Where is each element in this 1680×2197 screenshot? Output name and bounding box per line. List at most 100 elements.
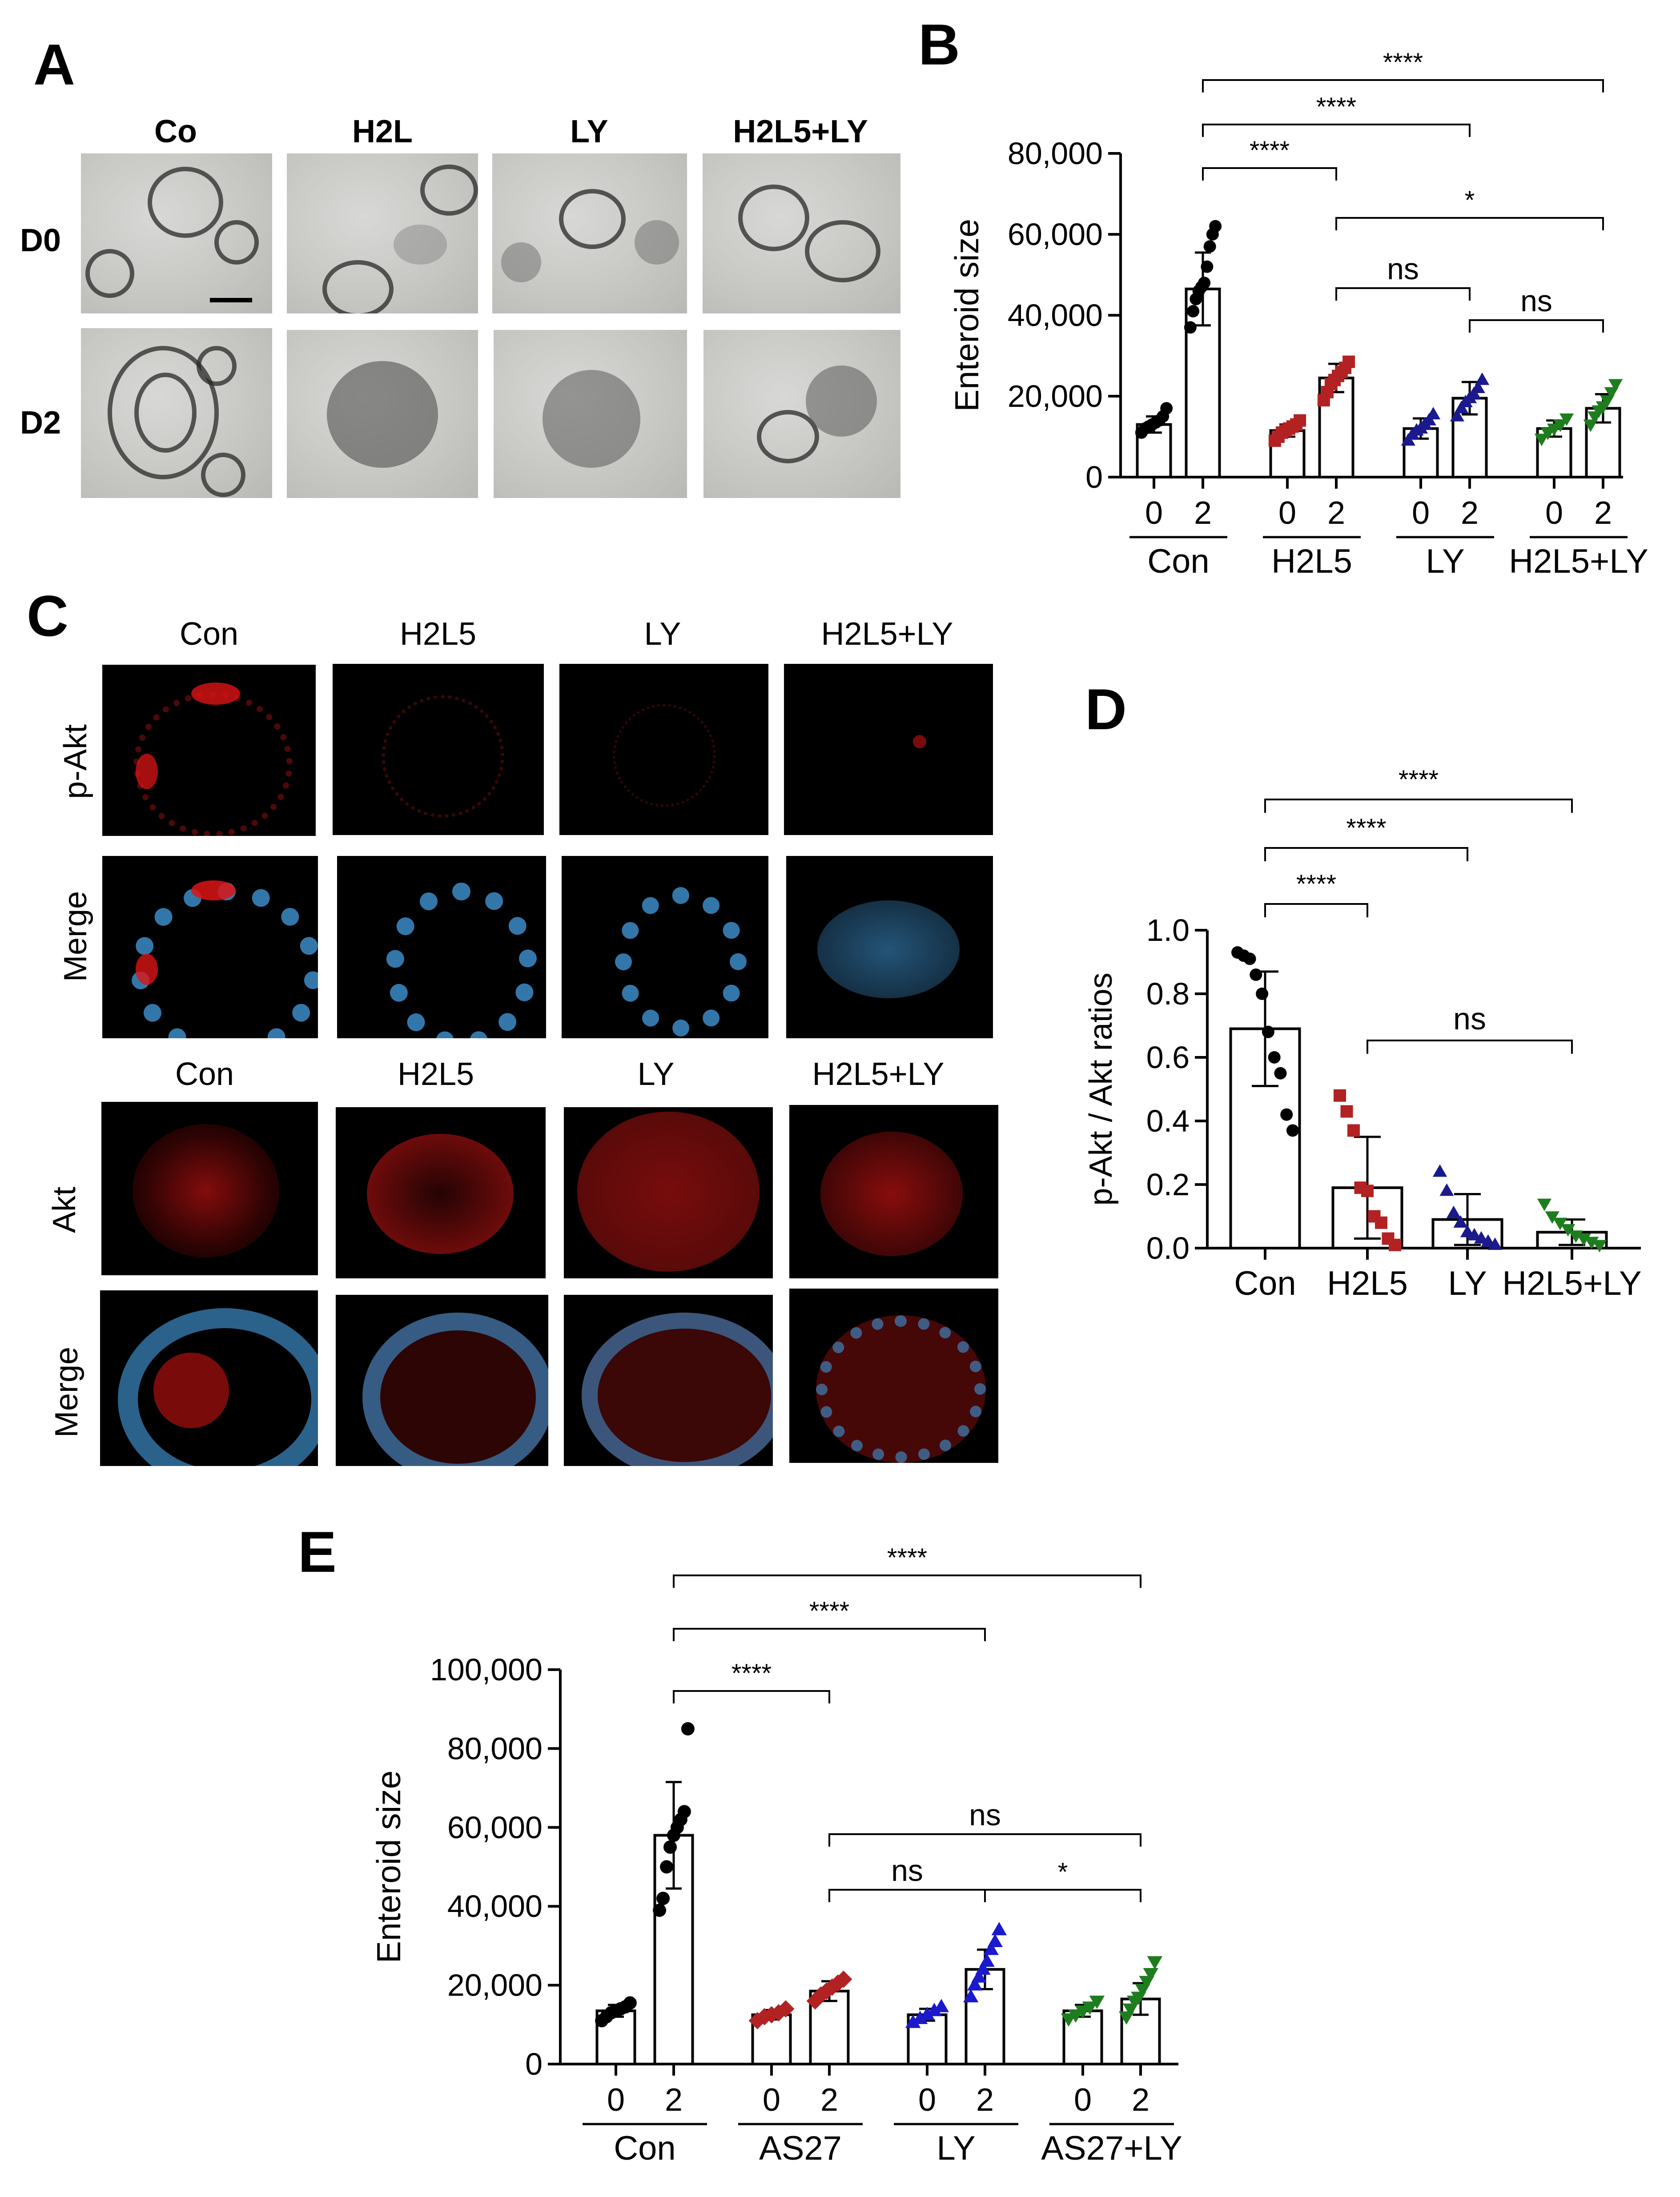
- data-point: [983, 1941, 999, 1955]
- data-point: [1286, 1124, 1299, 1137]
- panel-c-label: C: [27, 583, 68, 648]
- data-point: [1361, 1185, 1374, 1197]
- data-point: [1342, 355, 1355, 368]
- data-point: [1243, 952, 1256, 965]
- micrograph: [703, 330, 900, 498]
- micrograph: [100, 1290, 318, 1466]
- significance-label: ****: [1346, 814, 1386, 843]
- y-tick-label: 0.2: [1146, 1167, 1190, 1202]
- data-point: [1294, 414, 1306, 427]
- significance-bracket: [984, 1889, 1141, 1902]
- data-point: [926, 2003, 942, 2016]
- y-tick-label: 1.0: [1146, 913, 1190, 948]
- x-tick-label: 0: [607, 2082, 625, 2118]
- data-point: [1209, 220, 1222, 233]
- x-tick-label: 2: [1194, 495, 1212, 531]
- data-point: [1475, 372, 1490, 385]
- data-point: [660, 1860, 674, 1874]
- micrograph: [492, 153, 687, 313]
- micrograph: [564, 1107, 773, 1278]
- data-point: [1375, 1216, 1387, 1229]
- panel-c-col-header: LY: [637, 1056, 675, 1092]
- significance-label: ****: [1296, 870, 1336, 899]
- chart-e: E 0 20,000 40,000 60,000 80,000 100,000 Entero…: [298, 1519, 1182, 2167]
- data-point: [1389, 1238, 1401, 1251]
- panel-c-col-header: LY: [644, 616, 681, 652]
- y-tick-label: 0.8: [1146, 976, 1190, 1011]
- group-label: H2L5+LY: [1509, 542, 1648, 580]
- micrograph: [784, 664, 993, 835]
- data-point: [656, 1892, 670, 1905]
- data-point: [663, 1840, 677, 1854]
- data-point: [1089, 1996, 1105, 2009]
- data-point: [1432, 1164, 1447, 1177]
- significance-bracket: [1202, 79, 1604, 92]
- data-point: [1426, 407, 1441, 420]
- x-tick-label: H2L5+LY: [1502, 1265, 1641, 1302]
- group-label: AS27: [759, 2129, 842, 2167]
- significance-bracket: [1469, 319, 1604, 333]
- x-tick-label: 0: [1074, 2082, 1092, 2118]
- x-tick-label: 2: [665, 2082, 683, 2118]
- y-tick-label: 80,000: [447, 1731, 543, 1766]
- data-point: [1268, 1051, 1281, 1064]
- data-point: [677, 1805, 691, 1819]
- data-point: [987, 1934, 1003, 1948]
- x-tick-label: Con: [1234, 1265, 1296, 1302]
- x-tick-label: 2: [976, 2082, 994, 2118]
- significance-label: ns: [1520, 284, 1552, 318]
- significance-bracket: [1264, 847, 1468, 861]
- y-tick-label: 80,000: [1008, 136, 1103, 171]
- x-tick-label: 0: [1545, 495, 1563, 531]
- x-tick-label: 0: [1278, 495, 1296, 531]
- scale-bar: [210, 298, 252, 302]
- significance-bracket: [1202, 167, 1337, 181]
- panel-b-label: B: [918, 12, 960, 77]
- significance-label: ****: [887, 1543, 927, 1572]
- group-label: Con: [1147, 542, 1209, 580]
- data-point: [1453, 1215, 1468, 1228]
- x-tick-label: 2: [820, 2082, 838, 2118]
- y-tick-label: 40,000: [447, 1889, 543, 1924]
- data-point: [1559, 413, 1574, 426]
- chart-b: B 0 20,000 40,000 60,000 80,000 Enteroid size…: [918, 12, 1648, 580]
- significance-bracket: [673, 1574, 1141, 1588]
- significance-label: ns: [969, 1798, 1001, 1832]
- y-tick-label: 0: [525, 2047, 543, 2081]
- micrograph: [337, 856, 546, 1038]
- data-point: [1471, 381, 1485, 393]
- y-tick-label: 100,000: [430, 1652, 543, 1687]
- micrograph: [81, 153, 272, 313]
- data-point: [1203, 240, 1216, 253]
- panel-c-col-header: Con: [179, 616, 239, 652]
- data-point: [1553, 1217, 1567, 1230]
- chart-d: D 0.0 0.2 0.4 0.6 0.8 1.0 p-Akt / Akt ratios Co…: [1083, 677, 1642, 1302]
- micrograph: [562, 856, 768, 1038]
- significance-label: ****: [1250, 136, 1290, 165]
- micrograph: [786, 856, 993, 1038]
- micrograph: [336, 1295, 548, 1466]
- data-point: [967, 1977, 983, 1991]
- data-point: [1446, 1205, 1461, 1218]
- micrograph: [81, 328, 272, 498]
- panel-c-col-header: Con: [175, 1056, 234, 1092]
- data-point: [975, 1961, 991, 1975]
- data-point: [1082, 2001, 1098, 2015]
- data-point: [1334, 1089, 1346, 1102]
- significance-bracket: [828, 1833, 1141, 1847]
- data-point: [835, 1970, 852, 1988]
- x-tick-label: 0: [1412, 495, 1430, 531]
- x-tick-label: 0: [763, 2082, 780, 2118]
- panel-d-label: D: [1085, 677, 1127, 742]
- data-point: [653, 1904, 667, 1917]
- panel-c-col-header: H2L5: [399, 616, 477, 652]
- micrograph: [287, 153, 478, 313]
- data-point: [1262, 1025, 1274, 1038]
- data-point: [1340, 1105, 1353, 1118]
- panel-a-col-header: H2L: [352, 114, 413, 149]
- micrograph: [101, 1102, 318, 1275]
- significance-bracket: [1367, 1040, 1573, 1054]
- data-point: [912, 2010, 928, 2024]
- group-label: LY: [936, 2129, 975, 2167]
- data-point: [1256, 988, 1269, 1000]
